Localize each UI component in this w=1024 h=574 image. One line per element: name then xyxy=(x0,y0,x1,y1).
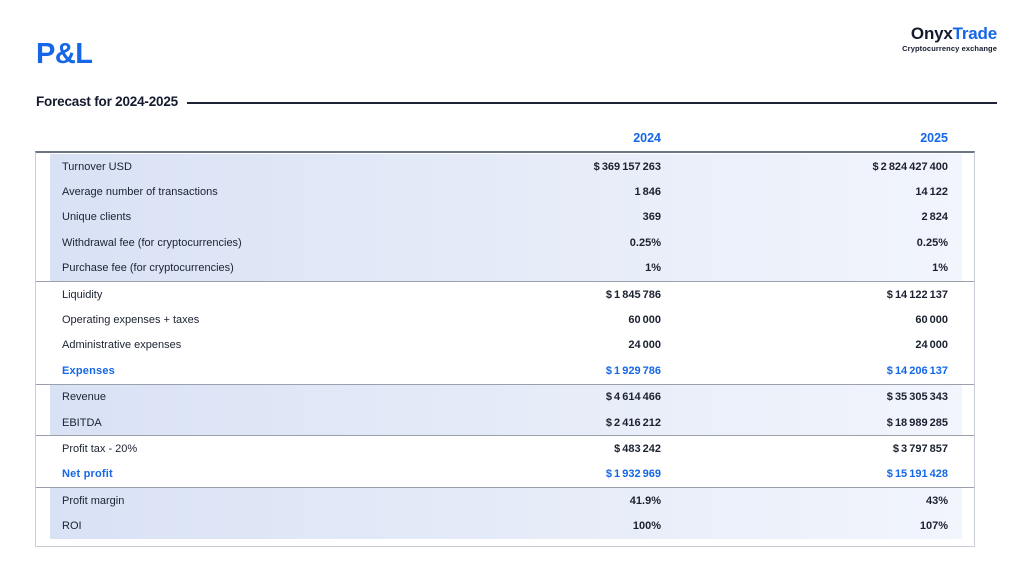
table-row: Profit margin 41.9% 43% xyxy=(50,488,962,513)
table-block-revenue: Revenue $ 4 614 466 $ 35 305 343 EBITDA … xyxy=(36,383,974,436)
value-2025: $ 3 797 857 xyxy=(892,442,948,455)
value-2024: $ 1 845 786 xyxy=(605,288,661,301)
row-label: Purchase fee (for cryptocurrencies) xyxy=(62,262,234,275)
row-label: Unique clients xyxy=(62,211,132,224)
value-2024: $ 4 614 466 xyxy=(605,391,661,404)
section-heading-text: Forecast for 2024-2025 xyxy=(36,94,178,109)
row-label: Operating expenses + taxes xyxy=(62,314,200,327)
row-label: Administrative expenses xyxy=(62,339,182,352)
table-row: Turnover USD $ 369 157 263 $ 2 824 427 4… xyxy=(50,154,962,179)
row-label: EBITDA xyxy=(62,416,102,429)
table-block-expenses: Liquidity $ 1 845 786 $ 14 122 137 Opera… xyxy=(36,280,974,384)
table-row-net-profit: Net profit $ 1 932 969 $ 15 191 428 xyxy=(50,462,962,487)
value-2025: $ 14 122 137 xyxy=(886,288,948,301)
table-row: Liquidity $ 1 845 786 $ 14 122 137 xyxy=(50,282,962,307)
table-block-profit: Profit tax - 20% $ 483 242 $ 3 797 857 N… xyxy=(36,435,974,487)
table-row-total-expenses: Expenses $ 1 929 786 $ 14 206 137 xyxy=(50,358,962,383)
block-background: Turnover USD $ 369 157 263 $ 2 824 427 4… xyxy=(50,154,962,281)
table-header-row: 2024 2025 xyxy=(50,124,962,151)
value-2025: $ 35 305 343 xyxy=(886,391,948,404)
pnl-table: 2024 2025 Turnover USD $ 369 157 263 $ 2… xyxy=(35,124,975,547)
table-row: ROI 100% 107% xyxy=(50,513,962,538)
table-block-ratios: Profit margin 41.9% 43% ROI 100% 107% xyxy=(36,487,974,539)
value-2025: 14 122 xyxy=(915,186,948,199)
table-row: Operating expenses + taxes 60 000 60 000 xyxy=(50,307,962,332)
section-heading: Forecast for 2024-2025 xyxy=(36,94,997,109)
value-2025: $ 14 206 137 xyxy=(886,364,948,377)
value-2024: $ 1 932 969 xyxy=(605,468,661,481)
row-label: Revenue xyxy=(62,391,107,404)
company-logo: OnyxTrade Cryptocurrency exchange xyxy=(902,24,998,53)
table-block-volumes: Turnover USD $ 369 157 263 $ 2 824 427 4… xyxy=(36,154,974,281)
block-background: Revenue $ 4 614 466 $ 35 305 343 EBITDA … xyxy=(50,384,962,436)
row-label: Profit margin xyxy=(62,494,125,507)
table-row: Withdrawal fee (for cryptocurrencies) 0.… xyxy=(50,230,962,255)
value-2025: 24 000 xyxy=(915,339,948,352)
value-2025: $ 2 824 427 400 xyxy=(872,160,948,173)
block-background: Profit tax - 20% $ 483 242 $ 3 797 857 N… xyxy=(50,436,962,487)
row-label: Withdrawal fee (for cryptocurrencies) xyxy=(62,236,242,249)
row-label: Liquidity xyxy=(62,288,103,301)
table-row: Purchase fee (for cryptocurrencies) 1% 1… xyxy=(50,256,962,281)
table-body: Turnover USD $ 369 157 263 $ 2 824 427 4… xyxy=(35,151,975,547)
value-2025: $ 18 989 285 xyxy=(886,416,948,429)
value-2025: 2 824 xyxy=(921,211,948,224)
value-2024: 41.9% xyxy=(629,494,661,507)
value-2024: $ 2 416 212 xyxy=(605,416,661,429)
value-2024: $ 369 157 263 xyxy=(593,160,661,173)
page-title: P&L xyxy=(36,38,93,70)
value-2024: $ 1 929 786 xyxy=(605,364,661,377)
row-label: Turnover USD xyxy=(62,160,132,173)
table-row: Profit tax - 20% $ 483 242 $ 3 797 857 xyxy=(50,436,962,461)
block-background: Liquidity $ 1 845 786 $ 14 122 137 Opera… xyxy=(50,282,962,384)
value-2025: 43% xyxy=(925,494,948,507)
value-2025: 0.25% xyxy=(916,236,948,249)
heading-divider-line xyxy=(186,102,997,104)
row-label: Average number of transactions xyxy=(62,186,218,199)
logo-tagline: Cryptocurrency exchange xyxy=(902,43,997,53)
column-header-2025: 2025 xyxy=(920,130,948,145)
value-2024: 369 xyxy=(642,211,661,224)
value-2024: 1% xyxy=(645,262,661,275)
table-row: Administrative expenses 24 000 24 000 xyxy=(50,333,962,358)
value-2025: 107% xyxy=(919,520,948,533)
table-row: EBITDA $ 2 416 212 $ 18 989 285 xyxy=(50,410,962,435)
table-row: Average number of transactions 1 846 14 … xyxy=(50,179,962,204)
table-row: Unique clients 369 2 824 xyxy=(50,205,962,230)
value-2024: 60 000 xyxy=(628,314,661,327)
row-label: Net profit xyxy=(62,468,113,481)
logo-wordmark: OnyxTrade xyxy=(902,24,998,44)
value-2025: 60 000 xyxy=(915,314,948,327)
value-2024: 0.25% xyxy=(629,236,661,249)
table-row: Revenue $ 4 614 466 $ 35 305 343 xyxy=(50,385,962,410)
value-2025: 1% xyxy=(932,262,948,275)
value-2024: 24 000 xyxy=(628,339,661,352)
row-label: Profit tax - 20% xyxy=(62,442,138,455)
row-label: ROI xyxy=(62,520,82,533)
row-label: Expenses xyxy=(62,364,115,377)
value-2025: $ 15 191 428 xyxy=(886,468,948,481)
value-2024: 1 846 xyxy=(634,186,661,199)
block-background: Profit margin 41.9% 43% ROI 100% 107% xyxy=(50,488,962,539)
column-header-2024: 2024 xyxy=(633,130,661,145)
logo-text-secondary: Trade xyxy=(952,24,998,43)
value-2024: $ 483 242 xyxy=(614,442,661,455)
logo-text-primary: Onyx xyxy=(910,24,953,43)
value-2024: 100% xyxy=(632,520,661,533)
